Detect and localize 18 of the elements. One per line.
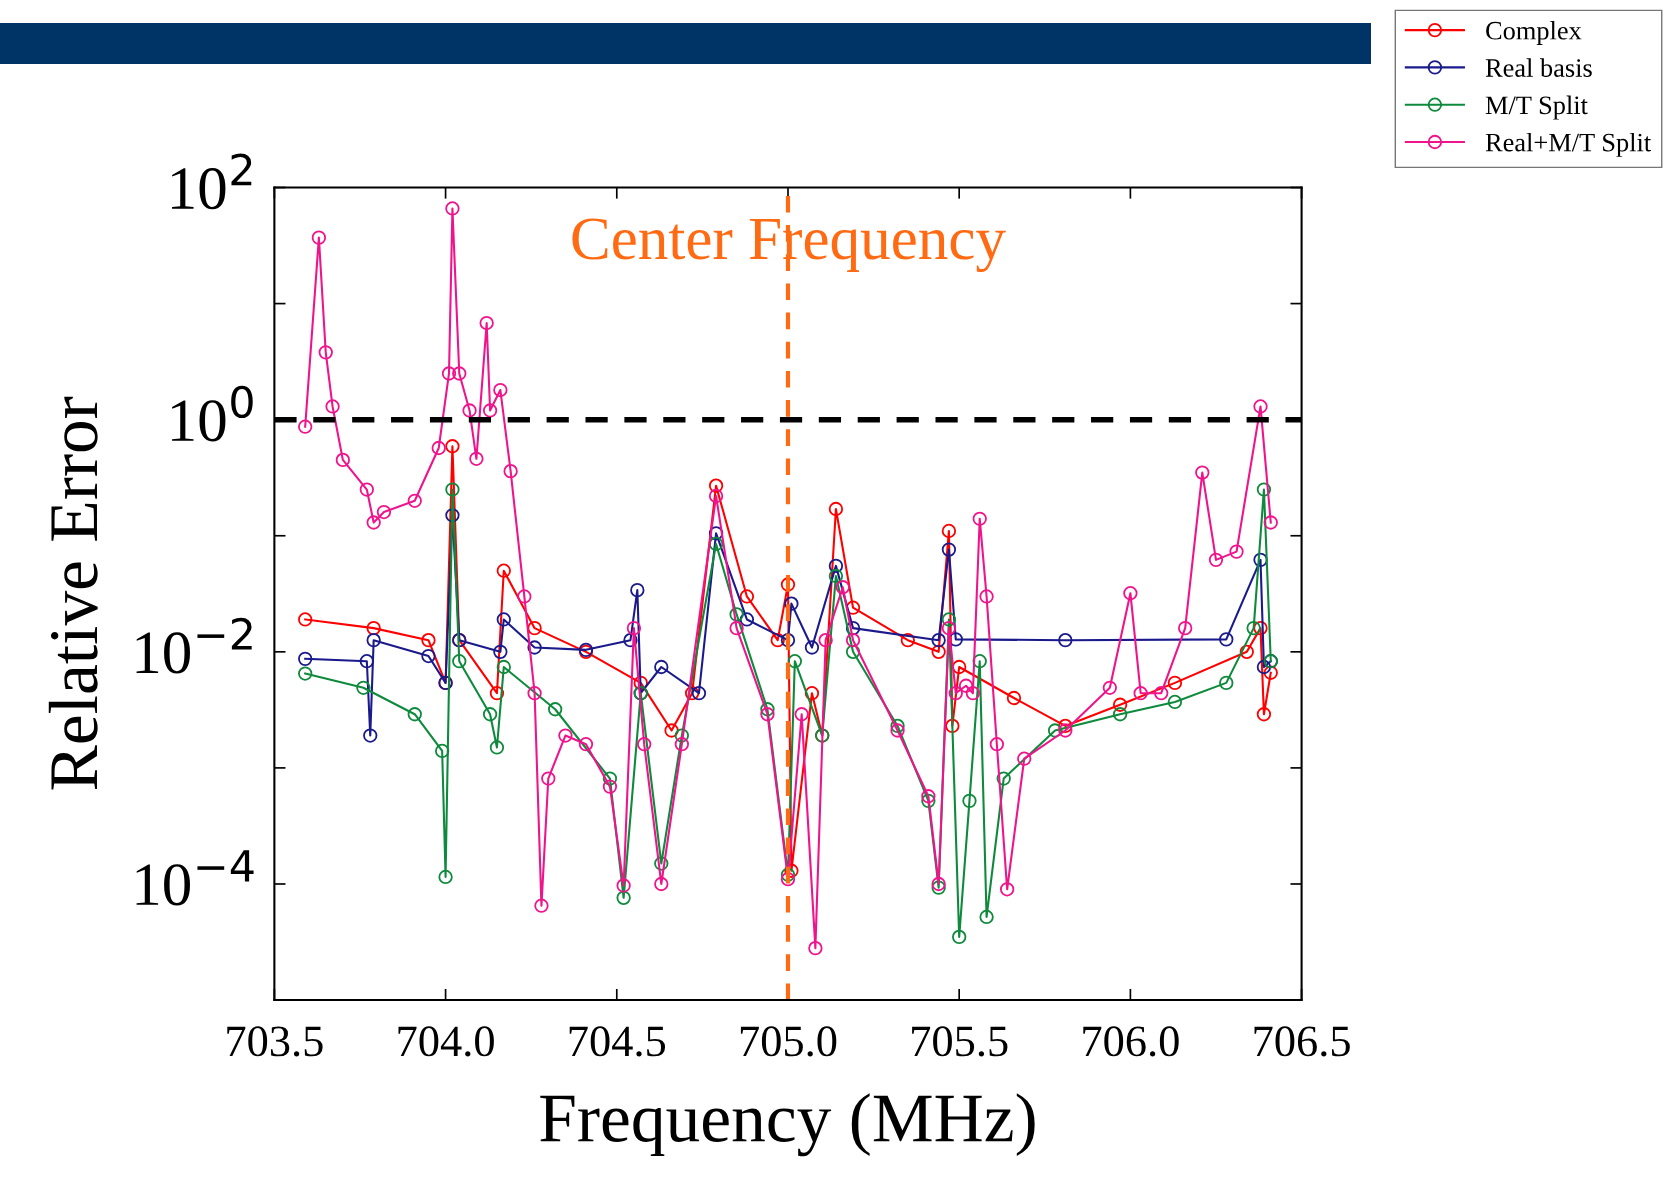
- x-tick-label: 705.5: [912, 1026, 1008, 1057]
- x-tick-label: 704.0: [398, 1026, 494, 1057]
- legend-label: Real basis: [1485, 58, 1592, 77]
- x-tick-label: 704.5: [569, 1026, 666, 1057]
- x-tick-label: 706.0: [1083, 1026, 1179, 1057]
- legend-label: Real+M/T Split: [1485, 132, 1652, 157]
- x-tick-label: 703.5: [227, 1026, 323, 1057]
- y-tick-label: 10$^{0}$: [172, 385, 253, 442]
- x-axis-title: Frequency (MHz): [540, 1093, 1035, 1157]
- ref-line-label: Center Frequency: [572, 218, 1006, 273]
- legend-label: M/T Split: [1485, 95, 1588, 120]
- y-tick-label: 10$^{−2}$: [136, 617, 252, 674]
- y-tick-label: 10$^{−4}$: [136, 850, 254, 906]
- x-tick-label: 705.0: [740, 1026, 837, 1057]
- y-tick-label: 10$^{2}$: [172, 153, 252, 210]
- legend-label: Complex: [1486, 21, 1582, 45]
- x-tick-label: 706.5: [1254, 1026, 1350, 1057]
- y-axis-title: Relative Error: [48, 396, 98, 790]
